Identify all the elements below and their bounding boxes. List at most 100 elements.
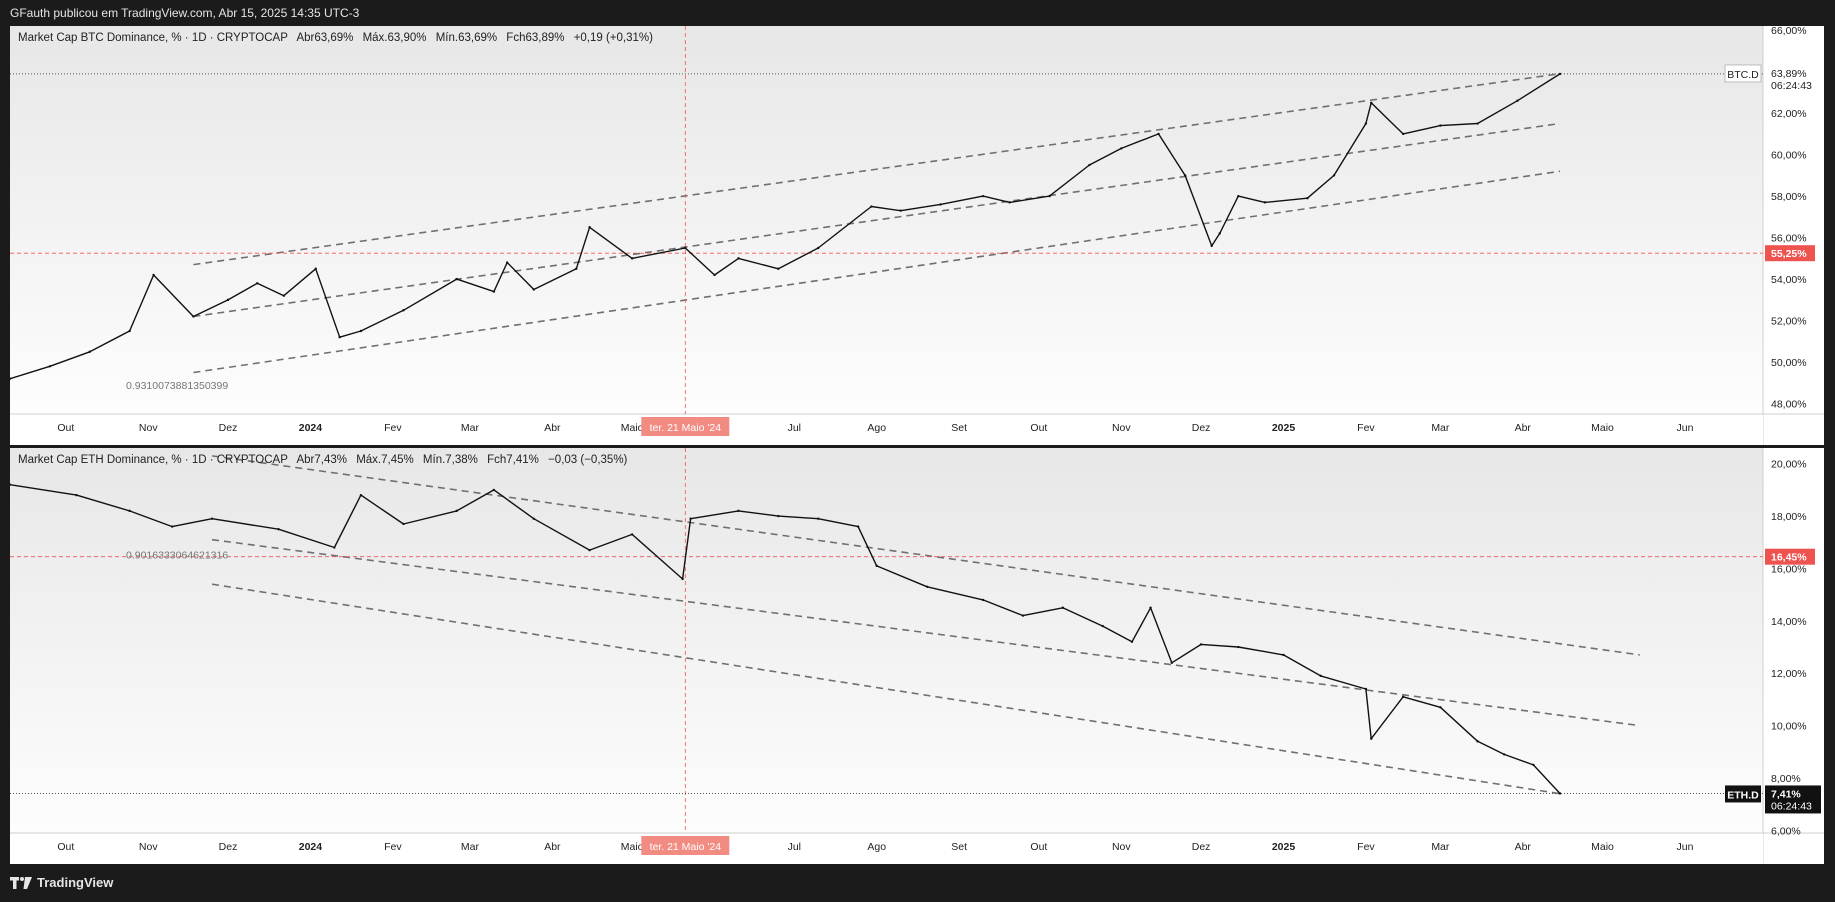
x-tick-label: Mar: [1431, 422, 1450, 434]
y-tick-label: 56,00%: [1771, 233, 1807, 245]
data-point: [1401, 695, 1405, 699]
y-tick-label: 50,00%: [1771, 357, 1807, 369]
data-point: [492, 488, 496, 492]
data-point: [338, 336, 341, 339]
x-tick-label: Out: [1030, 841, 1047, 853]
countdown-label: 06:24:43: [1771, 80, 1812, 92]
data-point: [333, 546, 336, 549]
data-point: [10, 377, 12, 380]
countdown-label: 06:24:43: [1771, 800, 1812, 812]
legend-change: +0,19 (+0,31%): [573, 32, 653, 44]
symbol-tag-box: [1725, 785, 1761, 803]
data-point: [981, 598, 985, 602]
time-axis-background: [10, 414, 1763, 445]
symbol-tag: BTC.D: [1727, 69, 1759, 81]
x-tick-label: Jun: [1676, 841, 1693, 853]
publisher-text: GFauth publicou em TradingView.com, Abr …: [10, 6, 360, 20]
data-point: [1476, 740, 1479, 743]
tradingview-logo[interactable]: TradingView: [0, 866, 113, 900]
btc-dominance-chart[interactable]: 66,00%64,00%62,00%60,00%58,00%56,00%54,0…: [10, 26, 1824, 445]
x-tick-label: Mar: [461, 841, 480, 853]
legend-close: Fch7,41%: [487, 454, 539, 466]
data-point: [1439, 706, 1442, 709]
legend-symbol-name: Market Cap ETH Dominance, % · 1D · CRYPT…: [18, 454, 288, 466]
data-point: [817, 517, 820, 520]
legend-open: Abr63,69%: [296, 32, 354, 44]
y-tick-label: 16,00%: [1771, 563, 1807, 575]
data-point: [630, 257, 634, 260]
y-tick-label: 52,00%: [1771, 316, 1807, 328]
x-tick-label: 2025: [1272, 422, 1296, 434]
data-point: [1364, 122, 1368, 125]
y-tick-label: 48,00%: [1771, 399, 1807, 411]
data-point: [1558, 72, 1562, 76]
data-point: [128, 509, 131, 513]
x-tick-label: Nov: [1112, 841, 1131, 853]
data-point: [128, 329, 131, 333]
data-point: [737, 257, 740, 260]
legend-open: Abr7,43%: [296, 454, 347, 466]
x-tick-label: Out: [57, 841, 74, 853]
data-point: [402, 522, 405, 526]
data-point: [532, 517, 535, 520]
data-point: [1532, 763, 1535, 767]
y-tick-label: 18,00%: [1771, 511, 1807, 523]
y-tick-label: 54,00%: [1771, 274, 1807, 286]
data-point: [1282, 653, 1285, 657]
y-tick-label: 12,00%: [1771, 668, 1807, 680]
data-point: [492, 290, 496, 293]
x-tick-label: Mar: [461, 422, 480, 434]
eth-dominance-chart[interactable]: 20,00% 18,00% 16,00% 14,00% 12,00% 10,00% 8,00…: [10, 448, 1824, 864]
x-tick-label: Fev: [1357, 422, 1375, 434]
btc-legend: Market Cap BTC Dominance, % · 1D · CRYPT…: [18, 32, 659, 44]
data-point: [899, 209, 902, 212]
x-tick-label: Nov: [139, 841, 158, 853]
data-point: [359, 329, 363, 333]
channel-lower-line: [193, 170, 1561, 374]
data-point: [1088, 163, 1091, 167]
data-point: [1502, 753, 1506, 756]
data-point: [210, 517, 214, 520]
data-point: [1476, 122, 1479, 125]
crosshair-price-label: 55,25%: [1771, 248, 1807, 260]
x-tick-label: Ago: [867, 422, 886, 434]
x-tick-label: Maio: [1591, 422, 1614, 434]
data-point: [1558, 792, 1562, 795]
x-tick-label: Fev: [384, 841, 402, 853]
crosshair-price-box: [1765, 245, 1815, 262]
symbol-tag: ETH.D: [1727, 789, 1759, 801]
eth-dominance-pane[interactable]: 20,00% 18,00% 16,00% 14,00% 12,00% 10,00% 8,00…: [10, 448, 1824, 864]
data-point: [777, 267, 780, 270]
x-tick-label: Fev: [1357, 841, 1375, 853]
y-tick-label: 14,00%: [1771, 616, 1807, 628]
x-tick-label: Ago: [867, 841, 886, 853]
data-point: [1149, 606, 1152, 609]
data-point: [1237, 194, 1240, 198]
crosshair-date-label: ter. 21 Maio '24: [650, 422, 722, 434]
fib-level-label: 0.9016333064621316: [126, 550, 228, 562]
x-tick-label: Maio: [621, 841, 644, 853]
data-point: [1306, 197, 1309, 200]
x-tick-label: Abr: [1515, 422, 1532, 434]
crosshair-date-box: [641, 417, 730, 436]
data-point: [1210, 244, 1213, 248]
data-point: [505, 261, 509, 264]
data-point: [359, 493, 363, 497]
data-point: [48, 365, 52, 368]
data-point: [588, 226, 591, 229]
crosshair-date-box: [641, 836, 730, 855]
crosshair-price-box: [1765, 548, 1815, 565]
x-tick-label: Abr: [1515, 841, 1532, 853]
data-point: [575, 267, 578, 270]
crosshair-date-label: ter. 21 Maio '24: [650, 841, 722, 853]
data-point: [681, 577, 684, 581]
legend-symbol-name: Market Cap BTC Dominance, % · 1D · CRYPT…: [18, 32, 288, 44]
legend-high: Máx.63,90%: [362, 32, 427, 44]
footer-bar: TradingView: [0, 866, 1835, 900]
btc-dominance-pane[interactable]: 66,00%64,00%62,00%60,00%58,00%56,00%54,0…: [10, 26, 1824, 445]
data-point: [1021, 614, 1025, 617]
data-point: [689, 517, 692, 520]
last-value-label: 63,89%: [1771, 68, 1807, 80]
data-point: [1048, 194, 1051, 198]
data-point: [777, 514, 780, 518]
